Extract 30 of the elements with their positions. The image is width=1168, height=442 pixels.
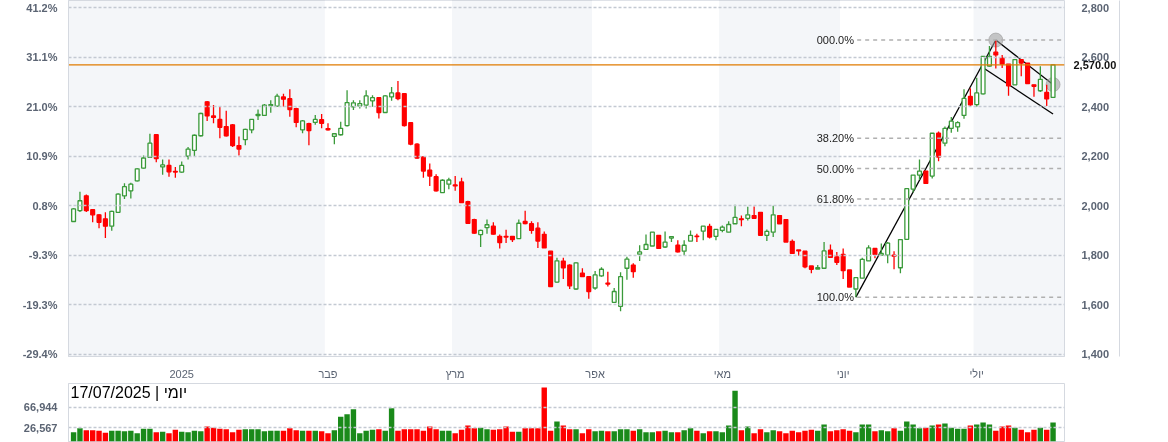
annotation: 38.20% [816, 132, 855, 145]
x-tick-label: פבר [318, 367, 338, 380]
y2-tick-label: 41.2% [26, 1, 58, 14]
annotation: 61.80% [816, 193, 855, 206]
x-tick-label: מאי [713, 367, 731, 380]
y2-tick-label: 31.1% [26, 51, 58, 64]
y2-tick-label: 10.9% [26, 150, 58, 163]
annotation: 000.0% [816, 34, 855, 47]
y2-tick-label: -19.3% [22, 298, 58, 311]
y-tick-label: 1,600 [1081, 298, 1110, 311]
x-tick-label: יוני [836, 367, 850, 380]
x-tick-label: אפר [585, 367, 605, 380]
y2-tick-label: 21.0% [26, 100, 58, 113]
y-tick-label: 26,567 [23, 421, 58, 434]
y-tick-label: 2,000 [1081, 199, 1110, 212]
x-tick-label: יולי [969, 367, 984, 380]
y-tick-label: 2,200 [1081, 150, 1110, 163]
y-tick-label: 66,944 [23, 401, 59, 414]
y2-tick-label: -9.3% [28, 249, 58, 262]
y2-tick-label: 0.8% [32, 199, 58, 212]
annotation: 100.0% [816, 291, 855, 304]
y-tick-label: 2,800 [1081, 1, 1110, 14]
y-tick-label: 2,400 [1081, 100, 1110, 113]
y-tick-label: 1,800 [1081, 249, 1110, 262]
y2-tick-label: -29.4% [22, 348, 58, 361]
x-tick-label: מרץ [445, 367, 465, 380]
y-tick-label: 1,400 [1081, 348, 1110, 361]
annotation: 50.00% [816, 162, 855, 175]
chart-title: יומי | 17/07/2025 [70, 383, 188, 401]
x-tick-label: 2025 [169, 367, 194, 380]
